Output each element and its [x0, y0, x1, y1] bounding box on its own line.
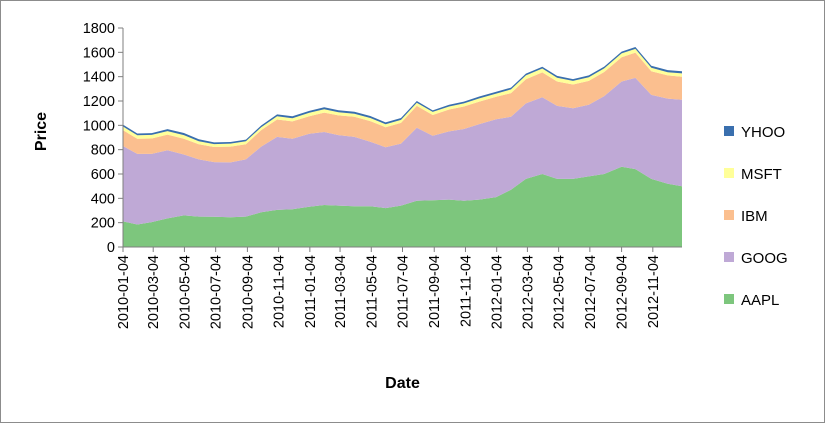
legend-label-yhoo: YHOO	[741, 124, 785, 141]
x-tick-label: 2011-07-04	[396, 255, 412, 328]
x-tick-label: 2010-05-04	[177, 255, 193, 329]
x-tick-label: 2012-11-04	[646, 255, 662, 328]
area-ibm	[123, 52, 682, 163]
y-tick-label: 1600	[83, 45, 115, 61]
x-tick-label: 2010-01-04	[116, 255, 132, 329]
x-tick-label: 2011-03-04	[333, 255, 349, 328]
area-goog	[123, 77, 682, 225]
legend-label-aapl: AAPL	[741, 292, 779, 309]
x-tick-label: 2012-03-04	[520, 255, 536, 329]
x-tick-label: 2010-07-04	[209, 255, 225, 329]
y-tick-label: 600	[91, 167, 115, 183]
x-axis-title: Date	[385, 375, 420, 392]
y-tick-labels: 0 200 400 600 800 1000 1200 1400 1600 1800	[83, 21, 123, 256]
legend-swatch-yhoo	[724, 126, 734, 136]
x-tick-label: 2012-01-04	[490, 255, 506, 329]
y-tick-label: 200	[91, 216, 115, 232]
x-tick-label: 2010-03-04	[146, 255, 162, 329]
area-layer	[123, 47, 682, 247]
x-tick-label: 2011-11-04	[458, 255, 474, 327]
y-tick-label: 1200	[83, 94, 115, 110]
x-tick-label: 2012-07-04	[583, 255, 599, 329]
x-tick-label: 2011-01-04	[303, 255, 319, 328]
x-tick-label: 2011-05-04	[364, 255, 380, 328]
area-msft	[123, 48, 682, 147]
area-aapl	[123, 166, 682, 247]
x-tick-label: 2010-11-04	[272, 255, 288, 328]
legend-label-goog: GOOG	[741, 250, 788, 267]
y-tick-label: 0	[107, 240, 115, 256]
legend-swatch-msft	[724, 168, 734, 178]
x-tick-labels: 2010-01-04 2010-03-04 2010-05-04 2010-07-04…	[116, 247, 662, 329]
legend-swatch-aapl	[724, 294, 734, 304]
x-tick-label: 2011-09-04	[427, 255, 443, 328]
legend-label-ibm: IBM	[741, 208, 768, 225]
x-tick-label: 2010-09-04	[240, 255, 256, 329]
y-tick-label: 400	[91, 191, 115, 207]
legend-swatch-ibm	[724, 210, 734, 220]
y-tick-label: 1800	[83, 21, 115, 37]
y-tick-label: 1400	[83, 70, 115, 86]
x-tick-label: 2012-05-04	[552, 255, 568, 329]
y-tick-label: 1000	[83, 118, 115, 134]
y-axis-title: Price	[33, 112, 50, 151]
legend: YHOO MSFT IBM GOOG AAPL	[724, 124, 788, 309]
legend-label-msft: MSFT	[741, 166, 782, 183]
legend-swatch-goog	[724, 252, 734, 262]
x-tick-label: 2012-09-04	[615, 255, 631, 329]
y-tick-label: 800	[91, 143, 115, 159]
